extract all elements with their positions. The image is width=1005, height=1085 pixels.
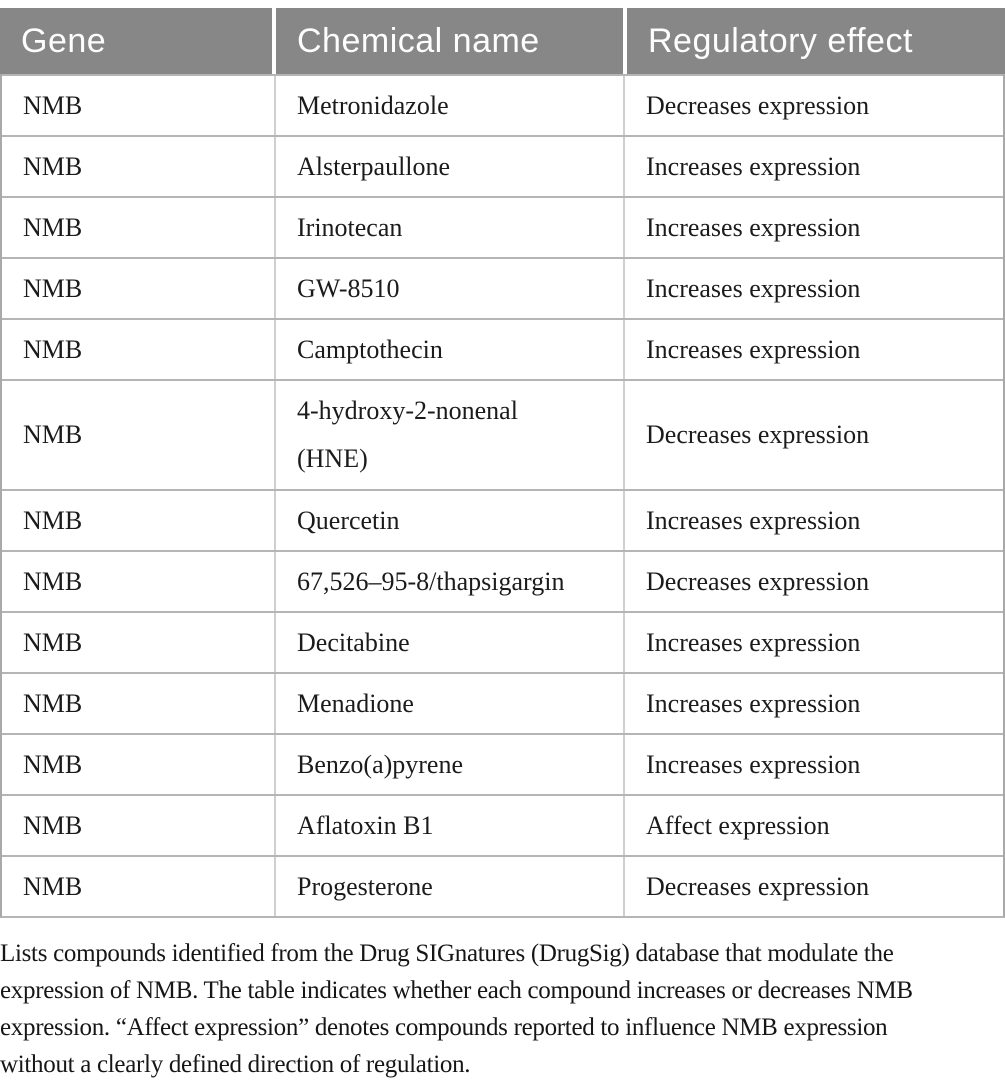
effect-cell: Affect expression <box>646 810 830 840</box>
chemical-cell: Metronidazole <box>276 76 625 135</box>
table-row: NMB 67,526–95-8/thapsigargin Decreases e… <box>2 550 1003 611</box>
effect-cell: Decreases expression <box>646 420 870 449</box>
effect-cell: Increases expression <box>646 688 861 718</box>
chemical-cell: Progesterone <box>276 857 625 916</box>
table-row: NMB Menadione Increases expression <box>2 672 1003 733</box>
gene-cell: NMB <box>2 320 276 379</box>
table-row: NMB Irinotecan Increases expression <box>2 196 1003 257</box>
table-body: NMB Metronidazole Decreases expression N… <box>0 74 1005 918</box>
caption-line: Lists compounds identified from the Drug… <box>0 940 894 967</box>
chemical-cell: Decitabine <box>276 613 625 672</box>
effect-cell: Increases expression <box>646 212 861 242</box>
header-cell-regulatory-effect: Regulatory effect <box>648 21 913 60</box>
gene-cell: NMB <box>2 259 276 318</box>
chemical-cell: Alsterpaullone <box>276 137 625 196</box>
table-row: NMB Alsterpaullone Increases expression <box>2 135 1003 196</box>
chemical-cell: 4-hydroxy-2-nonenal (HNE) <box>276 381 625 489</box>
header-cell-chemical-name: Chemical name <box>276 8 627 74</box>
effect-cell: Increases expression <box>646 273 861 303</box>
table-row: NMB Metronidazole Decreases expression <box>2 74 1003 135</box>
caption-line: expression of NMB. The table indicates w… <box>0 977 913 1004</box>
chemical-cell: Menadione <box>276 674 625 733</box>
effect-cell: Increases expression <box>646 505 861 535</box>
effect-cell: Increases expression <box>646 749 861 779</box>
table-row: NMB Progesterone Decreases expression <box>2 855 1003 916</box>
gene-cell: NMB <box>2 674 276 733</box>
caption-line: without a clearly defined direction of r… <box>0 1051 471 1078</box>
gene-cell: NMB <box>2 552 276 611</box>
chemical-cell: GW-8510 <box>276 259 625 318</box>
effect-cell: Decreases expression <box>646 90 870 120</box>
effect-cell: Increases expression <box>646 151 861 181</box>
chemical-cell: Irinotecan <box>276 198 625 257</box>
gene-cell: NMB <box>2 796 276 855</box>
effect-cell: Increases expression <box>646 334 861 364</box>
caption-line: expression. “Affect expression” denotes … <box>0 1014 888 1041</box>
effect-cell: Decreases expression <box>646 566 870 596</box>
table-row: NMB Benzo(a)pyrene Increases expression <box>2 733 1003 794</box>
table-row: NMB Quercetin Increases expression <box>2 489 1003 550</box>
chemical-cell: Camptothecin <box>276 320 625 379</box>
gene-cell: NMB <box>2 857 276 916</box>
table-caption: Lists compounds identified from the Drug… <box>0 935 1005 1083</box>
header-cell-gene: Gene <box>0 8 276 74</box>
table-row: NMB Decitabine Increases expression <box>2 611 1003 672</box>
table-row: NMB Camptothecin Increases expression <box>2 318 1003 379</box>
chemical-cell: Quercetin <box>276 491 625 550</box>
gene-cell: NMB <box>2 735 276 794</box>
table-row: NMB 4-hydroxy-2-nonenal (HNE) Decreases … <box>2 379 1003 489</box>
chemical-cell: 67,526–95-8/thapsigargin <box>276 552 625 611</box>
gene-cell: NMB <box>2 491 276 550</box>
effect-cell: Increases expression <box>646 627 861 657</box>
table-row: NMB GW-8510 Increases expression <box>2 257 1003 318</box>
effect-cell: Decreases expression <box>646 871 870 901</box>
compound-regulation-table: Gene Chemical name Regulatory effect NMB… <box>0 8 1005 918</box>
gene-cell: NMB <box>2 76 276 135</box>
chemical-cell: Aflatoxin B1 <box>276 796 625 855</box>
gene-cell: NMB <box>2 137 276 196</box>
gene-cell: NMB <box>2 198 276 257</box>
gene-cell: NMB <box>2 613 276 672</box>
gene-cell: NMB <box>2 381 276 489</box>
table-row: NMB Aflatoxin B1 Affect expression <box>2 794 1003 855</box>
chemical-cell: Benzo(a)pyrene <box>276 735 625 794</box>
table-header-row: Gene Chemical name Regulatory effect <box>0 8 1005 74</box>
